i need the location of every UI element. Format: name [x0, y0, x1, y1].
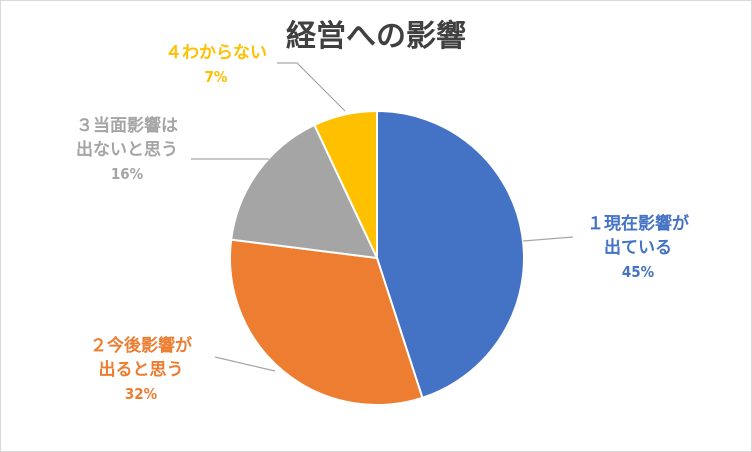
slice-3-value-label: 16%	[111, 165, 144, 183]
slice-1-label-line-2: 出ている	[604, 237, 672, 258]
leader-line-1	[522, 236, 574, 242]
slice-4-label-line-1: ４わからない	[165, 43, 267, 63]
slice-3-label-line-2: 出ないと思う	[76, 139, 178, 160]
leader-line-2	[214, 356, 276, 372]
slice-2-value-label: 32%	[125, 385, 158, 403]
slice-1-label-line-1: １現在影響が	[587, 213, 689, 234]
slice-1-value-label: 45%	[622, 263, 655, 281]
pie-slice-3	[230, 123, 379, 260]
pie-slice-4	[313, 109, 378, 259]
slice-2-label-line-2: 出ると思う	[99, 359, 184, 380]
slice-2-label-line-1: ２今後影響が	[90, 335, 192, 356]
chart-title: 経営への影響	[286, 19, 466, 54]
slice-3-label-line-1: ３当面影響は	[76, 115, 178, 136]
slice-4-value-label: 7%	[205, 68, 228, 86]
pie-slice-1	[376, 109, 525, 400]
leader-line-4	[277, 62, 346, 112]
pie-slice-2	[229, 238, 424, 406]
